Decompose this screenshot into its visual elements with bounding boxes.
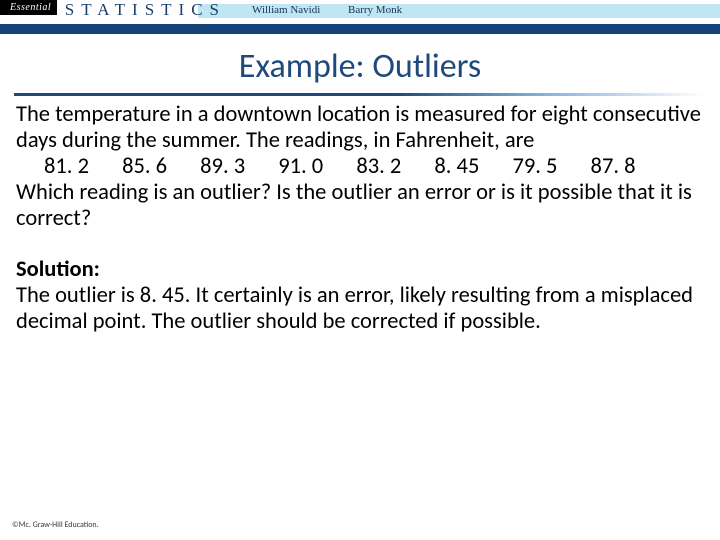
author-2: Barry Monk [348, 4, 402, 16]
solution-label: Solution: [16, 257, 704, 283]
essential-label: Essential [0, 0, 57, 15]
copyright-footer: ©Mc. Graw-Hill Education. [12, 520, 99, 530]
slide-content: The temperature in a downtown location i… [0, 96, 720, 335]
data-value: 91. 0 [278, 154, 323, 180]
problem-question: Which reading is an outlier? Is the outl… [16, 180, 704, 232]
data-value: 87. 8 [591, 154, 636, 180]
statistics-label: STATISTICS [65, 0, 226, 20]
data-value: 85. 6 [122, 154, 167, 180]
data-value: 83. 2 [356, 154, 401, 180]
data-row: 81. 2 85. 6 89. 3 91. 0 83. 2 8. 45 79. … [16, 154, 704, 180]
solution-block: Solution: The outlier is 8. 45. It certa… [16, 257, 704, 335]
problem-intro: The temperature in a downtown location i… [16, 102, 704, 154]
slide-title: Example: Outliers [0, 46, 720, 87]
data-value: 8. 45 [434, 154, 479, 180]
data-value: 89. 3 [200, 154, 245, 180]
data-value: 79. 5 [512, 154, 557, 180]
solution-text: The outlier is 8. 45. It certainly is an… [16, 283, 704, 335]
header-bar: William Navidi Barry Monk Essential STAT… [0, 0, 720, 34]
data-value: 81. 2 [44, 154, 89, 180]
book-title-block: Essential STATISTICS [0, 0, 300, 34]
